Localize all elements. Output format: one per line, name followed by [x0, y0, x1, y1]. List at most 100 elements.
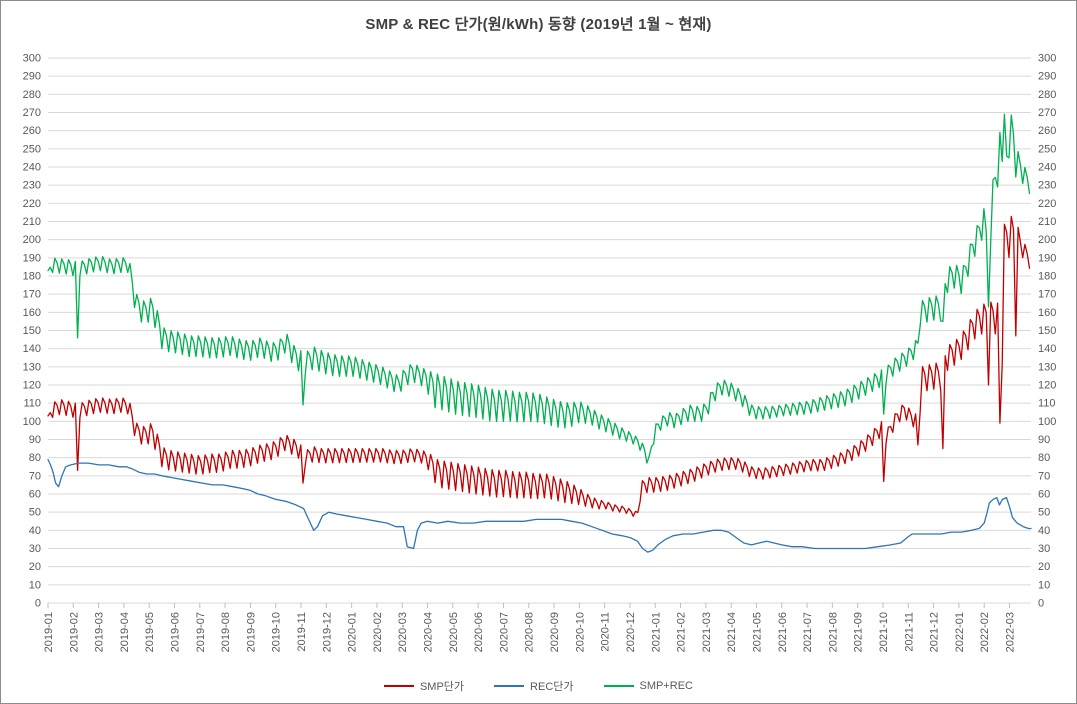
y-tick-label-left: 200 [23, 234, 41, 246]
y-tick-label-left: 60 [29, 489, 41, 501]
legend: SMP단가 REC단가 SMP+REC [1, 678, 1076, 694]
y-tick-label-left: 100 [23, 416, 41, 428]
series-line-rec [47, 458, 1032, 553]
y-tick-label-left: 280 [23, 89, 41, 101]
legend-item-smp-rec[interactable]: SMP+REC [603, 680, 694, 692]
y-tick-label-left: 120 [23, 380, 41, 392]
y-tick-label-left: 220 [23, 198, 41, 210]
x-tick-label: 2022-02 [979, 612, 991, 652]
y-tick-label-right: 270 [1038, 107, 1056, 119]
y-tick-label-left: 50 [29, 507, 41, 519]
legend-label-smp-rec: SMP+REC [639, 680, 694, 692]
x-tick-label: 2021-06 [777, 612, 789, 652]
x-tick-label: 2021-08 [827, 612, 839, 652]
y-tick-label-right: 210 [1038, 216, 1056, 228]
y-tick-label-left: 160 [23, 307, 41, 319]
x-tick-label: 2019-11 [296, 612, 308, 652]
y-tick-label-left: 290 [23, 71, 41, 83]
y-tick-label-right: 170 [1038, 289, 1056, 301]
gridlines [48, 57, 1031, 604]
y-tick-label-left: 260 [23, 125, 41, 137]
y-tick-label-right: 250 [1038, 143, 1056, 155]
y-tick-label-right: 260 [1038, 125, 1056, 137]
series-line-smp [47, 215, 1031, 517]
y-axis-left-labels: 0 10 20 30 40 50 60 70 80 90 100 110 120 130 140 150 160… [23, 53, 41, 610]
y-tick-label-right: 120 [1038, 380, 1056, 392]
y-tick-label-right: 230 [1038, 180, 1056, 192]
x-tick-label: 2020-02 [372, 612, 384, 652]
legend-swatch-smp-rec [603, 685, 634, 687]
y-tick-label-left: 70 [29, 470, 41, 482]
y-tick-label-right: 90 [1038, 434, 1050, 446]
y-tick-label-left: 230 [23, 180, 41, 192]
x-tick-label: 2020-10 [574, 612, 586, 652]
y-tick-label-left: 300 [23, 53, 41, 65]
x-tick-label: 2022-03 [1004, 612, 1016, 652]
y-tick-label-right: 290 [1038, 71, 1056, 83]
y-tick-label-right: 50 [1038, 507, 1050, 519]
y-tick-label-right: 80 [1038, 452, 1050, 464]
y-tick-label-right: 130 [1038, 361, 1056, 373]
y-tick-label-right: 300 [1038, 53, 1056, 65]
y-tick-label-right: 0 [1038, 598, 1044, 610]
y-tick-label-left: 20 [29, 561, 41, 573]
x-tick-label: 2020-03 [397, 612, 409, 652]
x-tick-label: 2020-12 [625, 612, 637, 652]
x-tick-label: 2020-08 [524, 612, 536, 652]
y-tick-label-right: 70 [1038, 470, 1050, 482]
y-tick-label-right: 10 [1038, 579, 1050, 591]
y-tick-label-right: 140 [1038, 343, 1056, 355]
x-tick-label: 2019-09 [245, 612, 257, 652]
x-tick-label: 2021-12 [929, 612, 941, 652]
y-tick-label-right: 240 [1038, 162, 1056, 174]
y-tick-label-right: 200 [1038, 234, 1056, 246]
y-tick-label-left: 240 [23, 162, 41, 174]
chart-title: SMP & REC 단가(원/kWh) 동향 (2019년 1월 ~ 현재) [365, 16, 712, 33]
x-tick-label: 2021-01 [650, 612, 662, 652]
x-tick-label: 2020-09 [549, 612, 561, 652]
x-tick-label: 2021-10 [878, 612, 890, 652]
y-tick-label-left: 90 [29, 434, 41, 446]
x-tick-label: 2021-04 [726, 612, 738, 652]
x-tick-label: 2019-08 [220, 612, 232, 652]
y-tick-label-right: 180 [1038, 271, 1056, 283]
y-tick-label-right: 110 [1038, 398, 1056, 410]
x-tick-label: 2021-11 [903, 612, 915, 652]
x-tick-label: 2019-03 [94, 612, 106, 652]
y-tick-label-left: 110 [23, 398, 41, 410]
y-tick-label-left: 10 [29, 579, 41, 591]
legend-swatch-smp [383, 685, 414, 687]
x-tick-label: 2019-06 [170, 612, 182, 652]
x-tick-label: 2021-02 [676, 612, 688, 652]
y-axis-right-labels: 0 10 20 30 40 50 60 70 80 90 100 110 120 130 140 150 160… [1038, 53, 1056, 610]
y-tick-label-left: 0 [35, 598, 41, 610]
legend-swatch-rec [494, 685, 525, 687]
y-tick-label-left: 30 [29, 543, 41, 555]
y-tick-label-right: 220 [1038, 198, 1056, 210]
y-tick-label-right: 190 [1038, 252, 1056, 264]
y-tick-label-left: 80 [29, 452, 41, 464]
y-tick-label-right: 20 [1038, 561, 1050, 573]
y-tick-label-left: 210 [23, 216, 41, 228]
x-tick-label: 2019-04 [119, 612, 131, 652]
y-tick-label-right: 160 [1038, 307, 1056, 319]
x-tick-label: 2019-02 [68, 612, 80, 652]
x-tick-label: 2020-07 [498, 612, 510, 652]
y-tick-label-left: 270 [23, 107, 41, 119]
x-tick-label: 2021-09 [853, 612, 865, 652]
y-tick-label-right: 30 [1038, 543, 1050, 555]
y-tick-label-left: 130 [23, 361, 41, 373]
x-tick-label: 2020-11 [600, 612, 612, 652]
y-tick-label-left: 180 [23, 271, 41, 283]
y-tick-label-right: 40 [1038, 525, 1050, 537]
y-tick-label-right: 100 [1038, 416, 1056, 428]
legend-item-rec[interactable]: REC단가 [494, 678, 574, 694]
x-tick-label: 2020-06 [473, 612, 485, 652]
legend-item-smp[interactable]: SMP단가 [383, 678, 464, 694]
x-tick-label: 2021-05 [751, 612, 763, 652]
x-tick-label: 2021-07 [802, 612, 814, 652]
x-tick-label: 2022-01 [954, 612, 966, 652]
y-tick-label-left: 170 [23, 289, 41, 301]
x-tick-label: 2019-07 [195, 612, 207, 652]
